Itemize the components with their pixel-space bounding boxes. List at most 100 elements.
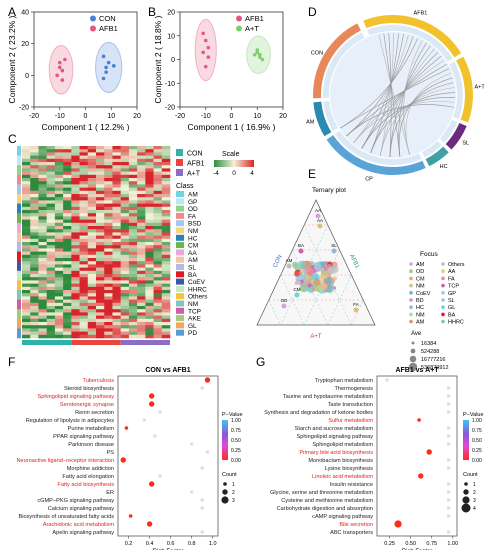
heatmap-cell <box>112 190 121 195</box>
heatmap-cell <box>30 184 39 188</box>
heatmap-cell <box>96 149 105 153</box>
heatmap-cell <box>63 226 72 230</box>
focus-marker <box>409 312 413 317</box>
heatmap-cell <box>137 242 146 246</box>
heatmap-cell <box>79 245 89 249</box>
heatmap-cell <box>112 162 121 166</box>
heatmap-cell <box>46 158 56 163</box>
heatmap-cell <box>145 261 154 265</box>
heatmap-cell <box>128 312 138 316</box>
heatmap-cell <box>96 248 105 252</box>
class-legend-label: AM <box>188 192 198 199</box>
heatmap-cell <box>120 203 130 208</box>
heatmap-cell <box>104 213 113 217</box>
data-point <box>204 377 211 383</box>
heatmap-cell <box>145 178 154 182</box>
heatmap-cell <box>71 264 80 268</box>
heatmap-cell <box>145 190 154 195</box>
heatmap-cell <box>96 190 105 195</box>
heatmap-cell <box>161 219 171 224</box>
data-point <box>148 481 155 487</box>
heatmap-cell <box>46 235 56 240</box>
heatmap-cell <box>22 245 31 249</box>
heatmap-cell <box>120 187 130 192</box>
row-class-strip <box>17 302 21 307</box>
heatmap-cell <box>153 219 163 224</box>
heatmap-cell <box>22 267 31 272</box>
data-point <box>189 490 194 494</box>
class-legend-swatch <box>176 329 184 336</box>
heatmap-cell <box>120 178 130 182</box>
heatmap-cell <box>137 226 146 230</box>
heatmap-cell <box>145 162 154 166</box>
labeled-point <box>294 292 300 298</box>
panel-label-a: A <box>8 5 16 19</box>
row-class-strip <box>17 315 21 320</box>
category-label: Arachidonic acid metabolism <box>43 522 115 528</box>
heatmap-cell <box>22 158 31 163</box>
heatmap-cell <box>38 162 47 166</box>
labeled-point <box>331 248 337 254</box>
heatmap-cell <box>38 165 47 169</box>
category-label: Serotonergic synapse <box>60 402 114 408</box>
heatmap-cell <box>79 322 89 326</box>
row-class-strip <box>17 219 21 224</box>
heatmap-cell <box>96 203 105 208</box>
heatmap-cell <box>54 315 64 320</box>
heatmap-cell <box>153 242 163 246</box>
heatmap-cell <box>137 184 146 188</box>
heatmap-cell <box>96 168 105 172</box>
heatmap-cell <box>112 280 121 284</box>
heatmap-cell <box>63 152 72 156</box>
heatmap-cell <box>54 171 64 176</box>
heatmap-cell <box>46 242 56 246</box>
heatmap-cell <box>22 334 31 339</box>
point-label: BA <box>298 243 304 248</box>
heatmap-cell <box>46 328 56 332</box>
heatmap-cell <box>137 315 146 320</box>
heatmap-cell <box>112 315 121 320</box>
heatmap-cell <box>54 283 64 288</box>
outer-segment <box>313 101 332 137</box>
heatmap-cell <box>87 187 97 192</box>
heatmap-cell <box>137 181 146 185</box>
heatmap-cell <box>153 318 163 323</box>
focus-title: Focus <box>420 251 438 258</box>
heatmap-cell <box>46 302 56 307</box>
heatmap-cell <box>30 328 39 332</box>
heatmap-cell <box>104 283 113 288</box>
data-point <box>320 282 328 291</box>
heatmap-cell <box>161 171 171 176</box>
heatmap-cell <box>54 318 64 323</box>
category-label: Starch and sucrose metabolism <box>295 426 374 432</box>
group-bar <box>71 340 121 345</box>
heatmap-cell <box>137 277 146 281</box>
heatmap-cell <box>30 187 39 192</box>
heatmap-cell <box>128 184 138 188</box>
chord-link <box>370 33 399 153</box>
heatmap-cell <box>46 283 56 288</box>
category-label: Synthesis and degradation of ketone bodi… <box>264 410 373 416</box>
data-point <box>200 386 205 390</box>
colorbar-title: P−Value <box>463 412 484 418</box>
heatmap-cell <box>63 267 72 272</box>
category-label: Parkinson disease <box>68 442 114 448</box>
heatmap-cell <box>145 184 154 188</box>
row-class-strip <box>17 197 21 201</box>
heatmap-cell <box>153 248 163 252</box>
heatmap-cell <box>87 216 97 220</box>
heatmap-cell <box>112 238 121 243</box>
data-point <box>313 262 322 271</box>
heatmap-cell <box>120 315 130 320</box>
heatmap-cell <box>96 315 105 320</box>
heatmap-cell <box>128 283 138 288</box>
heatmap-cell <box>63 251 72 256</box>
heatmap-cell <box>54 174 64 179</box>
heatmap-cell <box>22 274 31 278</box>
heatmap-cell <box>79 296 89 300</box>
heatmap-cell <box>71 245 80 249</box>
class-legend-title: Class <box>176 183 194 190</box>
heatmap-cell <box>79 299 89 304</box>
data-point <box>292 263 299 270</box>
heatmap-cell <box>120 152 130 156</box>
